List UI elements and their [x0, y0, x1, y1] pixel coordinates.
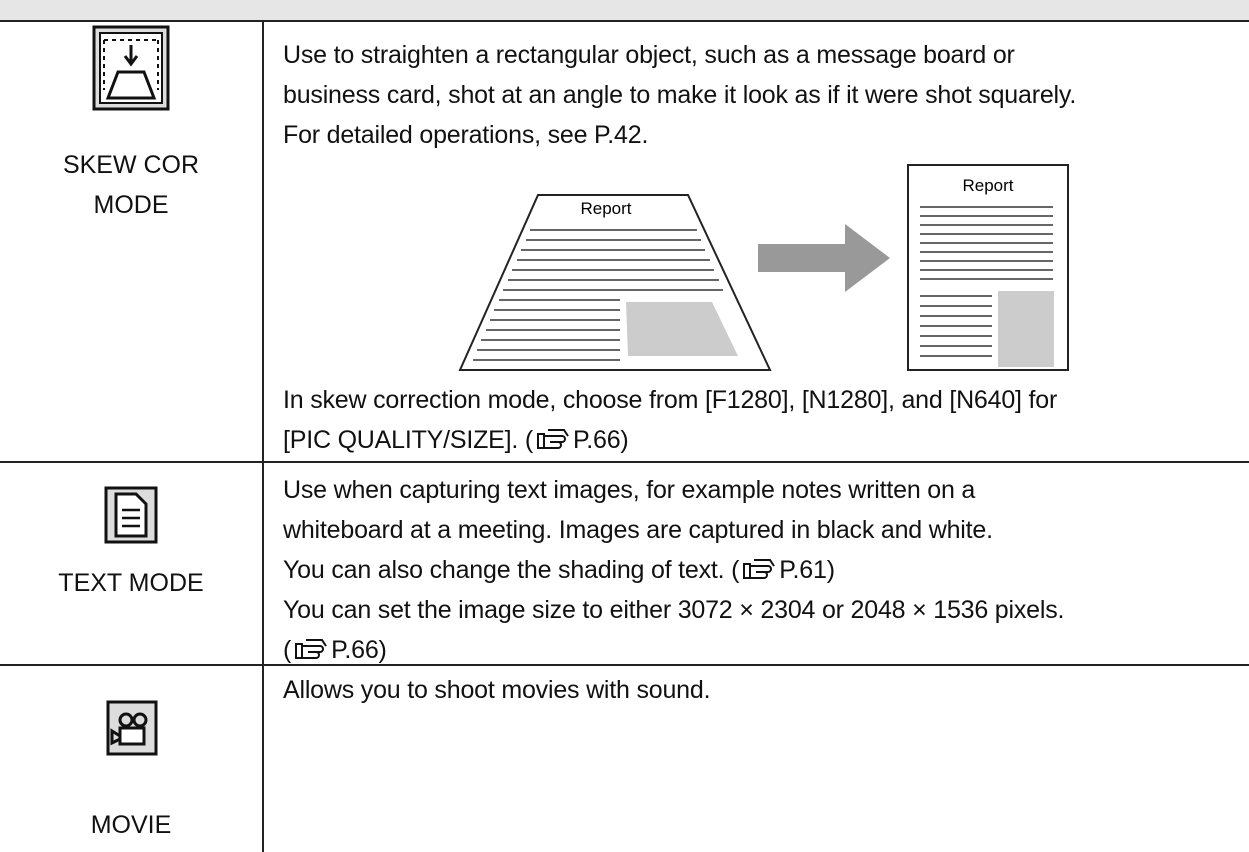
text-line: Use to straighten a rectangular object, …	[283, 41, 1015, 69]
mode-label: MODE	[93, 191, 169, 219]
reference-icon	[295, 639, 327, 659]
mode-label: SKEW COR	[62, 151, 200, 179]
line-text: You can also change the shading of text.…	[283, 556, 740, 584]
rule	[0, 664, 1249, 666]
text-icon	[104, 486, 158, 544]
text-line: Use when capturing text images, for exam…	[283, 476, 976, 504]
text-line: whiteboard at a meeting. Images are capt…	[283, 516, 993, 544]
text-line: business card, shot at an angle to make …	[283, 81, 1077, 109]
skew-figure: Report Report	[458, 164, 1069, 371]
document-lines	[920, 206, 1053, 357]
page-reference: P.61)	[779, 556, 835, 584]
skew-icon	[92, 25, 170, 111]
page-reference: P.66)	[573, 426, 629, 454]
line-text: [PIC QUALITY/SIZE]. (	[283, 426, 534, 454]
reference-icon	[743, 559, 776, 579]
page-reference: P.66)	[331, 636, 387, 664]
mode-label: MOVIE	[90, 811, 172, 839]
mode-label: TEXT MODE	[58, 569, 204, 597]
rule	[0, 461, 1249, 463]
rule	[0, 20, 1249, 22]
movie-icon	[106, 700, 158, 756]
reference-icon	[537, 429, 569, 449]
arrow	[758, 224, 890, 292]
text-line: [PIC QUALITY/SIZE]. ( P.66)	[283, 425, 629, 455]
mode-icons	[92, 25, 170, 756]
image-block	[998, 291, 1054, 367]
image-block	[626, 302, 738, 356]
text-line: You can set the image size to either 307…	[283, 596, 1065, 624]
text-line: In skew correction mode, choose from [F1…	[283, 386, 1058, 414]
report-label: Report	[962, 176, 1013, 195]
text-line: You can also change the shading of text.…	[283, 555, 835, 585]
text-line: For detailed operations, see P.42.	[283, 121, 649, 149]
text-line: Allows you to shoot movies with sound.	[283, 676, 711, 704]
line-text: (	[283, 636, 292, 664]
report-label: Report	[580, 199, 631, 218]
top-band	[0, 0, 1249, 20]
column-rule	[262, 20, 264, 852]
document-lines	[473, 229, 723, 361]
text-line: ( P.66)	[283, 635, 387, 665]
